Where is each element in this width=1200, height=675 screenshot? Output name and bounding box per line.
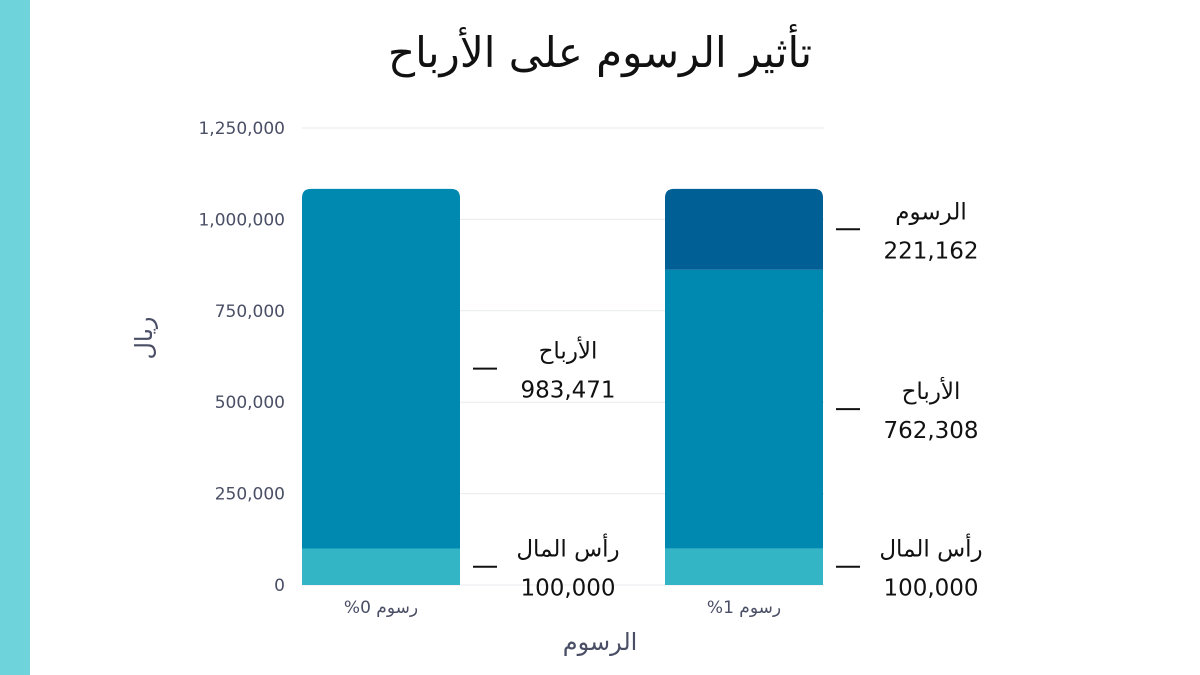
segment-value-label: 100,000 [520,576,615,602]
y-tick-label: 750,000 [215,302,285,322]
segment-value-label: 983,471 [520,378,615,404]
bar-segment[interactable] [665,548,823,585]
bar-segment[interactable] [665,269,823,549]
category-label: رسوم 0% [344,598,418,618]
y-tick-label: 1,000,000 [198,210,285,230]
category-label: رسوم 1% [707,598,781,618]
segment-value-label: 100,000 [883,576,978,602]
segment-name-label: رأس المال [879,534,982,563]
bar-segment[interactable] [302,188,460,549]
segment-value-label: 762,308 [883,418,978,444]
segment-name-label: الأرباح [539,337,598,365]
x-axis-title: الرسوم [563,628,638,656]
accent-side-bar [0,0,30,675]
y-tick-label: 0 [274,576,285,596]
y-tick-label: 250,000 [215,485,285,505]
segment-name-label: رأس المال [516,534,619,563]
segment-value-label: 221,162 [883,238,978,264]
y-tick-label: 500,000 [215,393,285,413]
segment-name-label: الرسوم [895,199,966,225]
y-axis-title: ريال [130,316,158,359]
bar-segment[interactable] [665,188,823,270]
bar-segment[interactable] [302,548,460,585]
chart-title: تأثير الرسوم على الأرباح [387,28,813,77]
y-tick-label: 1,250,000 [198,119,285,139]
segment-name-label: الأرباح [902,377,961,405]
